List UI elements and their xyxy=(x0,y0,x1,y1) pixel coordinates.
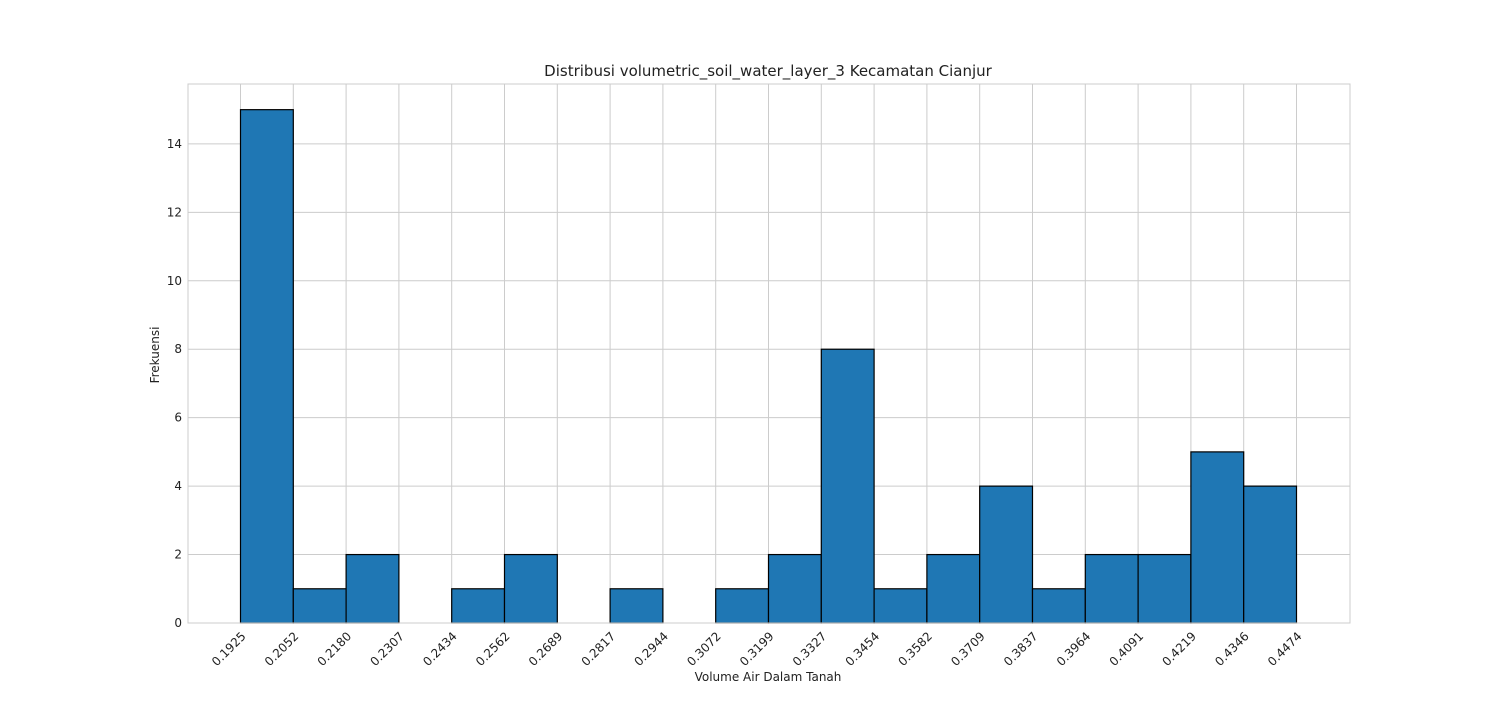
x-tick-label: 0.2689 xyxy=(526,629,566,669)
y-tick-label: 4 xyxy=(174,479,182,493)
x-tick-label: 0.3327 xyxy=(790,629,830,669)
x-tick-label: 0.4474 xyxy=(1265,629,1305,669)
histogram-bar xyxy=(1243,485,1298,624)
x-tick-label: 0.1925 xyxy=(209,629,249,669)
histogram-bar xyxy=(715,588,770,624)
x-axis-label: Volume Air Dalam Tanah xyxy=(695,670,842,684)
y-tick-label: 0 xyxy=(174,616,182,630)
x-tick-label: 0.3199 xyxy=(737,629,777,669)
x-tick-label: 0.2434 xyxy=(420,629,460,669)
histogram-bar xyxy=(1190,451,1245,624)
y-tick-label: 14 xyxy=(167,137,182,151)
y-tick-label: 6 xyxy=(174,411,182,425)
histogram-bars xyxy=(239,109,1298,624)
x-tick-label: 0.2817 xyxy=(579,629,619,669)
histogram-bar xyxy=(503,553,558,624)
x-tick-label: 0.2944 xyxy=(631,629,671,669)
histogram-bar xyxy=(820,348,875,624)
x-tick-label: 0.3454 xyxy=(843,629,883,669)
y-tick-label: 8 xyxy=(174,342,182,356)
x-tick-label: 0.3837 xyxy=(1001,629,1041,669)
histogram-bar xyxy=(609,588,664,624)
histogram-bar xyxy=(926,553,981,624)
histogram-bar xyxy=(239,109,294,624)
histogram-bar xyxy=(451,588,506,624)
y-tick-label: 12 xyxy=(167,205,182,219)
x-tick-label: 0.4091 xyxy=(1107,629,1147,669)
histogram-bar xyxy=(873,588,928,624)
x-tick-label: 0.3582 xyxy=(895,629,935,669)
x-tick-label: 0.2307 xyxy=(367,629,407,669)
x-tick-label: 0.4219 xyxy=(1159,629,1199,669)
histogram-bar xyxy=(292,588,347,624)
histogram-bar xyxy=(1031,588,1086,624)
x-tick-label: 0.2180 xyxy=(315,629,355,669)
x-axis-ticks: 0.1925 0.2052 0.2180 0.2307 0.2434 0.2562 0.26… xyxy=(209,629,1305,669)
x-tick-label: 0.3964 xyxy=(1054,629,1094,669)
y-axis-label: Frekuensi xyxy=(148,327,162,384)
y-tick-label: 10 xyxy=(167,274,182,288)
y-tick-label: 2 xyxy=(174,548,182,562)
plot-frame xyxy=(187,83,1351,624)
x-tick-label: 0.3709 xyxy=(948,629,988,669)
x-tick-label: 0.2052 xyxy=(262,629,302,669)
y-axis-ticks: 0 2 4 6 8 10 12 14 xyxy=(167,137,182,630)
x-tick-label: 0.2562 xyxy=(473,629,513,669)
chart-title: Distribusi volumetric_soil_water_layer_3… xyxy=(544,62,992,81)
histogram-bar xyxy=(979,485,1034,624)
x-tick-label: 0.3072 xyxy=(684,629,724,669)
x-tick-label: 0.4346 xyxy=(1212,629,1252,669)
histogram-bar xyxy=(767,553,822,624)
histogram-bar xyxy=(345,553,400,624)
histogram-bar xyxy=(1137,553,1192,624)
grid-lines xyxy=(188,84,1350,624)
histogram-bar xyxy=(1084,553,1139,624)
